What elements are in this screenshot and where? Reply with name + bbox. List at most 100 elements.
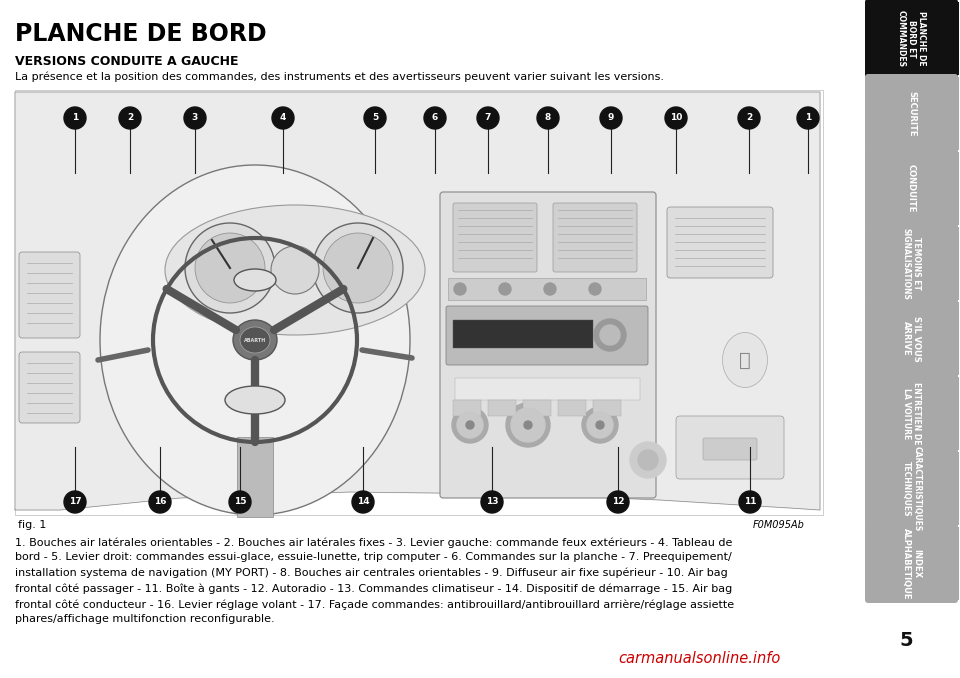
Circle shape [452,407,488,443]
FancyBboxPatch shape [865,449,958,528]
Circle shape [524,421,532,429]
Text: 8: 8 [545,113,551,123]
Circle shape [364,107,386,129]
Text: 🦂: 🦂 [739,351,751,370]
Text: 9: 9 [608,113,614,123]
Text: CARACTERISTIQUES
TECHNIQUES: CARACTERISTIQUES TECHNIQUES [901,446,922,531]
Circle shape [184,107,206,129]
Ellipse shape [723,332,767,388]
Circle shape [466,421,474,429]
FancyBboxPatch shape [446,306,648,365]
Circle shape [352,491,374,513]
FancyBboxPatch shape [703,438,757,460]
Ellipse shape [313,223,403,313]
Circle shape [537,107,559,129]
Text: installation systema de navigation (MY PORT) - 8. Bouches air centrales orientab: installation systema de navigation (MY P… [15,568,728,578]
Text: VERSIONS CONDUITE A GAUCHE: VERSIONS CONDUITE A GAUCHE [15,55,238,68]
Text: 2: 2 [746,113,752,123]
Circle shape [589,283,601,295]
Text: INDEX
ALPHABETIQUE: INDEX ALPHABETIQUE [901,527,922,599]
FancyBboxPatch shape [865,299,958,378]
Circle shape [454,283,466,295]
FancyBboxPatch shape [865,224,958,303]
Bar [237,437,273,517]
Ellipse shape [233,320,277,360]
Text: phares/affichage multifonction reconfigurable.: phares/affichage multifonction reconfigu… [15,614,275,624]
Circle shape [600,107,622,129]
Text: ABARTH: ABARTH [244,338,266,342]
Text: 16: 16 [154,498,166,506]
Ellipse shape [234,269,276,291]
Circle shape [665,107,687,129]
Bar [448,278,646,300]
Bar [593,400,621,416]
Text: 15: 15 [233,498,247,506]
FancyBboxPatch shape [865,0,958,78]
FancyBboxPatch shape [667,207,773,278]
Text: La présence et la position des commandes, des instruments et des avertisseurs pe: La présence et la position des commandes… [15,72,664,83]
Bar [15,90,823,515]
Circle shape [119,107,141,129]
Circle shape [229,491,251,513]
Text: 12: 12 [612,498,624,506]
Text: 1. Bouches air latérales orientables - 2. Bouches air latérales fixes - 3. Levie: 1. Bouches air latérales orientables - 2… [15,537,732,548]
Circle shape [64,491,86,513]
FancyBboxPatch shape [553,203,637,272]
Text: 10: 10 [670,113,683,123]
Circle shape [457,412,483,438]
Circle shape [638,450,658,470]
Circle shape [594,319,626,351]
Text: 3: 3 [192,113,198,123]
Text: PLANCHE DE BORD: PLANCHE DE BORD [15,22,267,46]
Ellipse shape [185,223,275,313]
Circle shape [149,491,171,513]
Bar [455,378,640,400]
Text: 1: 1 [72,113,78,123]
FancyBboxPatch shape [865,524,958,603]
Text: 7: 7 [485,113,492,123]
Text: fig. 1: fig. 1 [18,520,46,530]
Circle shape [596,421,604,429]
Bar [911,302,959,375]
Text: 5: 5 [372,113,378,123]
Circle shape [272,107,294,129]
Text: PLANCHE DE
BORD ET
COMMANDES: PLANCHE DE BORD ET COMMANDES [897,10,926,67]
Text: S'IL VOUS
ARRIVE: S'IL VOUS ARRIVE [901,316,922,361]
Text: 1: 1 [804,113,811,123]
Circle shape [64,107,86,129]
Text: TEMOINS ET
SIGNALISATIONS: TEMOINS ET SIGNALISATIONS [901,228,922,300]
FancyBboxPatch shape [676,416,784,479]
Text: 6: 6 [432,113,438,123]
Circle shape [481,491,503,513]
Bar [558,400,586,416]
Circle shape [607,491,629,513]
Text: frontal côté passager - 11. Boîte à gants - 12. Autoradio - 13. Commandes climat: frontal côté passager - 11. Boîte à gant… [15,584,732,594]
Ellipse shape [100,165,410,515]
Bar [911,527,959,600]
FancyBboxPatch shape [19,252,80,338]
Bar [911,152,959,225]
Text: 11: 11 [744,498,756,506]
Text: ENTRETIEN DE
LA VOITURE: ENTRETIEN DE LA VOITURE [901,382,922,445]
Text: 17: 17 [69,498,82,506]
Text: carmanualsonline.info: carmanualsonline.info [619,651,781,666]
Text: 5: 5 [900,631,913,650]
Circle shape [544,283,556,295]
Circle shape [499,283,511,295]
Circle shape [738,107,760,129]
Text: 4: 4 [279,113,286,123]
Bar [453,320,593,348]
Text: CONDUITE: CONDUITE [907,164,916,213]
Text: SECURITE: SECURITE [907,91,916,136]
Polygon shape [15,92,820,510]
Bar [453,400,481,416]
Ellipse shape [323,233,393,303]
Circle shape [511,408,545,442]
Bar [911,2,959,75]
Circle shape [477,107,499,129]
Text: 13: 13 [486,498,498,506]
FancyBboxPatch shape [440,192,656,498]
Ellipse shape [195,233,265,303]
Circle shape [630,442,666,478]
FancyBboxPatch shape [865,149,958,228]
